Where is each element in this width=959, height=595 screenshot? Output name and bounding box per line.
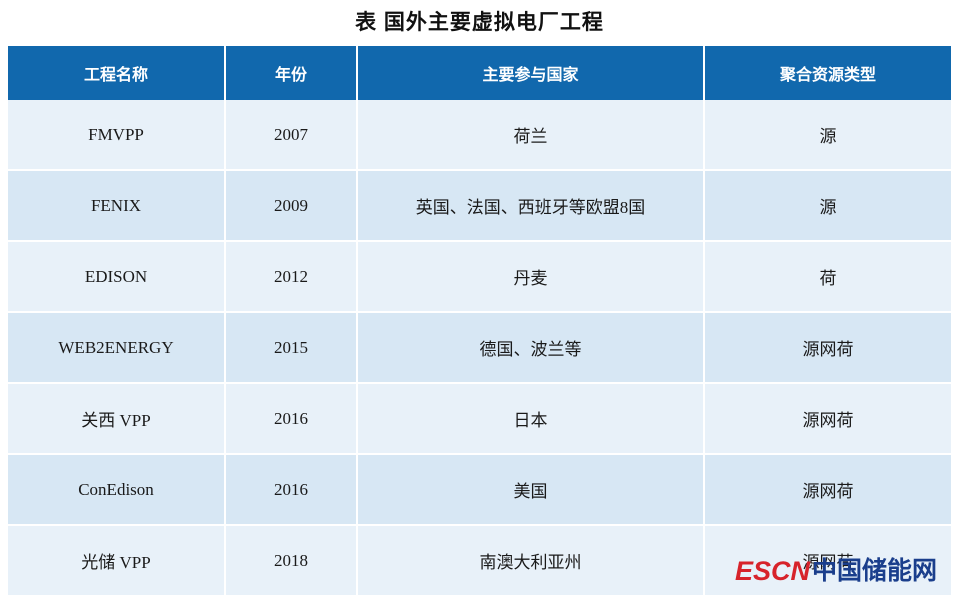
table-row: FMVPP 2007 荷兰 源 xyxy=(8,100,951,171)
column-header-year: 年份 xyxy=(225,46,358,100)
cell-year: 2007 xyxy=(225,100,358,171)
watermark-brand-latin: ESCN xyxy=(734,556,810,586)
cell-resource-type: 源网荷 xyxy=(704,454,951,526)
watermark-brand-cn: 中国储能网 xyxy=(811,557,937,585)
table-row: EDISON 2012 丹麦 荷 xyxy=(8,241,951,313)
cell-countries: 南澳大利亚州 xyxy=(357,525,705,595)
table-header: 工程名称 年份 主要参与国家 聚合资源类型 xyxy=(8,46,951,100)
table-container: 工程名称 年份 主要参与国家 聚合资源类型 FMVPP 2007 荷兰 源 FE… xyxy=(8,46,951,595)
column-header-resource-type: 聚合资源类型 xyxy=(704,46,951,100)
cell-year: 2018 xyxy=(225,525,358,595)
cell-year: 2009 xyxy=(225,170,358,242)
column-header-project-name: 工程名称 xyxy=(8,46,226,100)
cell-project-name: FMVPP xyxy=(8,100,226,171)
cell-countries: 丹麦 xyxy=(357,241,705,313)
cell-project-name: FENIX xyxy=(8,170,226,242)
cell-project-name: 关西 VPP xyxy=(8,383,226,455)
document-page: 表 国外主要虚拟电厂工程 工程名称 年份 主要参与国家 聚合资源类型 FMVPP… xyxy=(8,11,951,595)
cell-countries: 荷兰 xyxy=(357,100,705,171)
cell-countries: 德国、波兰等 xyxy=(357,312,705,384)
cell-year: 2016 xyxy=(225,454,358,526)
table-row: ConEdison 2016 美国 源网荷 xyxy=(8,454,951,526)
cell-resource-type: 源网荷 xyxy=(704,312,951,384)
table-row: 关西 VPP 2016 日本 源网荷 xyxy=(8,383,951,455)
cell-project-name: ConEdison xyxy=(8,454,226,526)
cell-countries: 英国、法国、西班牙等欧盟8国 xyxy=(357,170,705,242)
cell-resource-type: 源 xyxy=(704,100,951,171)
table-row: WEB2ENERGY 2015 德国、波兰等 源网荷 xyxy=(8,312,951,384)
cell-resource-type: 源 xyxy=(704,170,951,242)
cell-countries: 日本 xyxy=(357,383,705,455)
virtual-power-plant-table: 工程名称 年份 主要参与国家 聚合资源类型 FMVPP 2007 荷兰 源 FE… xyxy=(8,46,951,595)
cell-project-name: WEB2ENERGY xyxy=(8,312,226,384)
cell-project-name: EDISON xyxy=(8,241,226,313)
column-header-countries: 主要参与国家 xyxy=(357,46,705,100)
table-row: FENIX 2009 英国、法国、西班牙等欧盟8国 源 xyxy=(8,170,951,242)
cell-year: 2012 xyxy=(225,241,358,313)
table-header-row: 工程名称 年份 主要参与国家 聚合资源类型 xyxy=(8,46,951,100)
cell-project-name: 光储 VPP xyxy=(8,525,226,595)
cell-countries: 美国 xyxy=(357,454,705,526)
watermark: ESCN 中国储能网 xyxy=(729,556,943,587)
cell-resource-type: 荷 xyxy=(704,241,951,313)
page-title: 表 国外主要虚拟电厂工程 xyxy=(355,11,604,34)
table-body: FMVPP 2007 荷兰 源 FENIX 2009 英国、法国、西班牙等欧盟8… xyxy=(8,100,951,595)
cell-year: 2016 xyxy=(225,383,358,455)
cell-year: 2015 xyxy=(225,312,358,384)
cell-resource-type: 源网荷 xyxy=(704,383,951,455)
